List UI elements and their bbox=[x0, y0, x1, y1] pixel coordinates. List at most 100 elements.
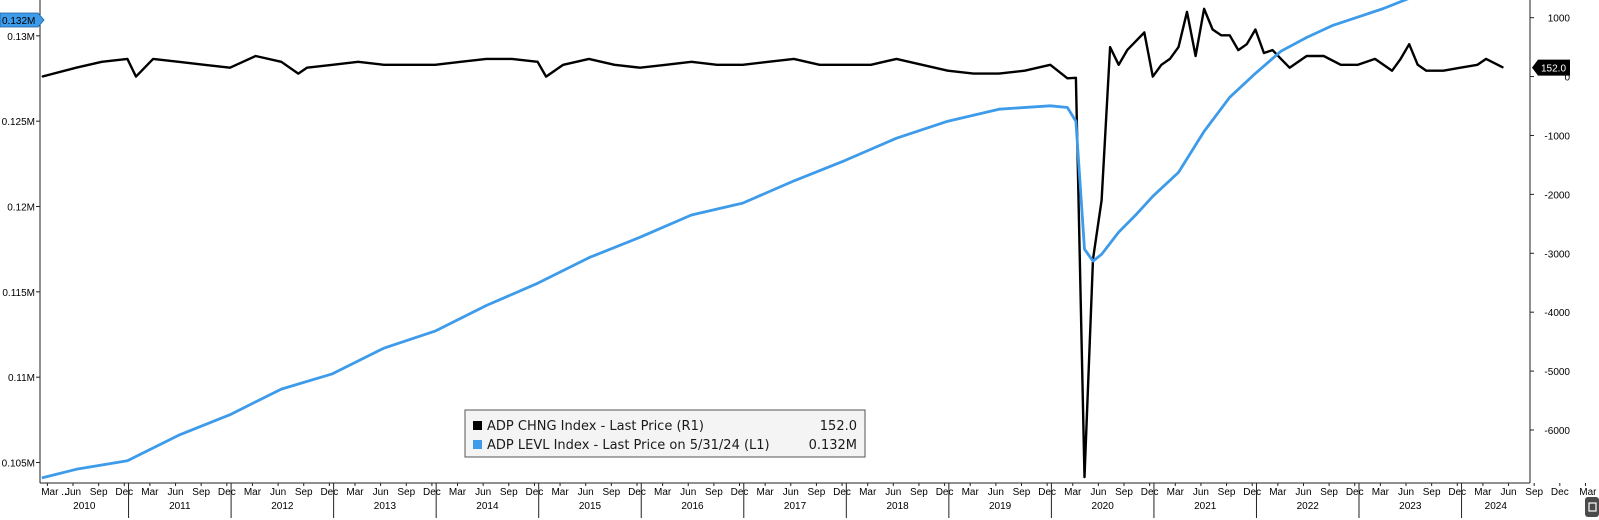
series-point bbox=[947, 70, 949, 72]
month-tick-label: Dec bbox=[731, 487, 749, 498]
month-tick-label: Mar bbox=[244, 487, 262, 498]
series-point bbox=[1374, 58, 1376, 60]
series-point bbox=[665, 64, 667, 66]
series-point bbox=[1485, 58, 1487, 60]
year-tick-label: 2019 bbox=[989, 501, 1012, 512]
series-point bbox=[229, 414, 231, 416]
series-point bbox=[1126, 49, 1128, 51]
plot-frame bbox=[39, 0, 1531, 484]
series-point bbox=[562, 64, 564, 66]
series-point bbox=[1066, 107, 1068, 109]
month-tick-label: Dec bbox=[936, 487, 954, 498]
month-tick-label: Sep bbox=[1115, 487, 1133, 498]
series-point bbox=[75, 67, 77, 69]
right-last-value-badge: 152.0 bbox=[1532, 59, 1570, 76]
year-tick-label: 2017 bbox=[784, 501, 807, 512]
series-point bbox=[1246, 43, 1248, 45]
month-tick-label: Jun bbox=[475, 487, 491, 498]
series-point bbox=[1075, 77, 1077, 79]
series-point bbox=[1186, 11, 1188, 13]
window-control-icon[interactable] bbox=[1585, 497, 1599, 517]
series-point bbox=[1254, 72, 1256, 74]
series-point bbox=[152, 58, 154, 60]
month-tick-label: Sep bbox=[808, 487, 826, 498]
series-point bbox=[1442, 70, 1444, 72]
month-tick-label: Mar bbox=[346, 487, 364, 498]
series-point bbox=[1459, 67, 1461, 69]
right-tick-label: -6000 bbox=[1544, 426, 1570, 437]
series-point bbox=[280, 388, 282, 390]
series-point bbox=[126, 460, 128, 462]
series-point bbox=[1118, 64, 1120, 66]
year-tick-label: 2021 bbox=[1194, 501, 1217, 512]
right-tick-label: 0 bbox=[1564, 73, 1570, 84]
series-point bbox=[1400, 58, 1402, 60]
month-tick-label: Sep bbox=[1525, 487, 1543, 498]
series-point bbox=[1263, 52, 1265, 54]
series-point bbox=[639, 67, 641, 69]
series-point bbox=[41, 76, 43, 78]
series-point bbox=[1280, 50, 1282, 52]
month-tick-label: Mar bbox=[551, 487, 569, 498]
series-point bbox=[1237, 49, 1239, 51]
series-point bbox=[485, 305, 487, 307]
series-point bbox=[203, 64, 205, 66]
series-point bbox=[75, 468, 77, 470]
year-tick-label: 2012 bbox=[271, 501, 294, 512]
month-tick-label: Sep bbox=[1013, 487, 1031, 498]
series-point bbox=[255, 55, 257, 57]
series-point bbox=[1383, 8, 1385, 10]
month-tick-label: Jun bbox=[1398, 487, 1414, 498]
series-point bbox=[1092, 260, 1094, 262]
legend-swatch bbox=[473, 440, 482, 449]
year-tick-label: 2023 bbox=[1399, 501, 1422, 512]
series-point bbox=[588, 58, 590, 60]
series-point bbox=[690, 61, 692, 63]
series-point bbox=[1323, 55, 1325, 57]
series-point bbox=[537, 61, 539, 63]
series-point bbox=[1477, 64, 1479, 66]
series-point bbox=[742, 64, 744, 66]
right-tick-label: -2000 bbox=[1544, 190, 1570, 201]
series-line bbox=[41, 0, 1409, 480]
series-point bbox=[819, 64, 821, 66]
series-point bbox=[383, 347, 385, 349]
month-tick-label: Dec bbox=[320, 487, 338, 498]
series-point bbox=[178, 61, 180, 63]
month-tick-label: Dec bbox=[1038, 487, 1056, 498]
legend-value: 0.132M bbox=[809, 438, 857, 453]
month-tick-label: Mar bbox=[757, 487, 775, 498]
series-point bbox=[1049, 64, 1051, 66]
series-point bbox=[537, 282, 539, 284]
series-point bbox=[767, 61, 769, 63]
month-tick-label: Jun bbox=[783, 487, 799, 498]
month-tick-label: Dec bbox=[1551, 487, 1569, 498]
series-point bbox=[1160, 64, 1162, 66]
month-tick-label: Jun bbox=[578, 487, 594, 498]
month-tick-label: Mar bbox=[654, 487, 672, 498]
month-tick-label: Dec bbox=[423, 487, 441, 498]
series-point bbox=[998, 108, 1000, 110]
right-tick-label: -1000 bbox=[1544, 131, 1570, 142]
month-tick-label: Dec bbox=[1346, 487, 1364, 498]
series-point bbox=[178, 434, 180, 436]
series-point bbox=[588, 257, 590, 259]
series-point bbox=[1169, 58, 1171, 60]
month-tick-label: Dec bbox=[1243, 487, 1261, 498]
series-point bbox=[383, 64, 385, 66]
series-point bbox=[357, 61, 359, 63]
month-tick-label: Sep bbox=[910, 487, 928, 498]
month-tick-label: Jun bbox=[680, 487, 696, 498]
series-point bbox=[793, 180, 795, 182]
legend-box bbox=[464, 409, 866, 458]
month-tick-label: Jun bbox=[270, 487, 286, 498]
series-point bbox=[1340, 64, 1342, 66]
series-point bbox=[1203, 8, 1205, 10]
series-point bbox=[1024, 70, 1026, 72]
series-point bbox=[1177, 46, 1179, 48]
month-tick-label: Dec bbox=[218, 487, 236, 498]
month-tick-label: Mar bbox=[141, 487, 159, 498]
month-tick-label: Jun bbox=[65, 487, 81, 498]
right-tick-label: 1000 bbox=[1548, 14, 1571, 25]
month-tick-label: Sep bbox=[1218, 487, 1236, 498]
